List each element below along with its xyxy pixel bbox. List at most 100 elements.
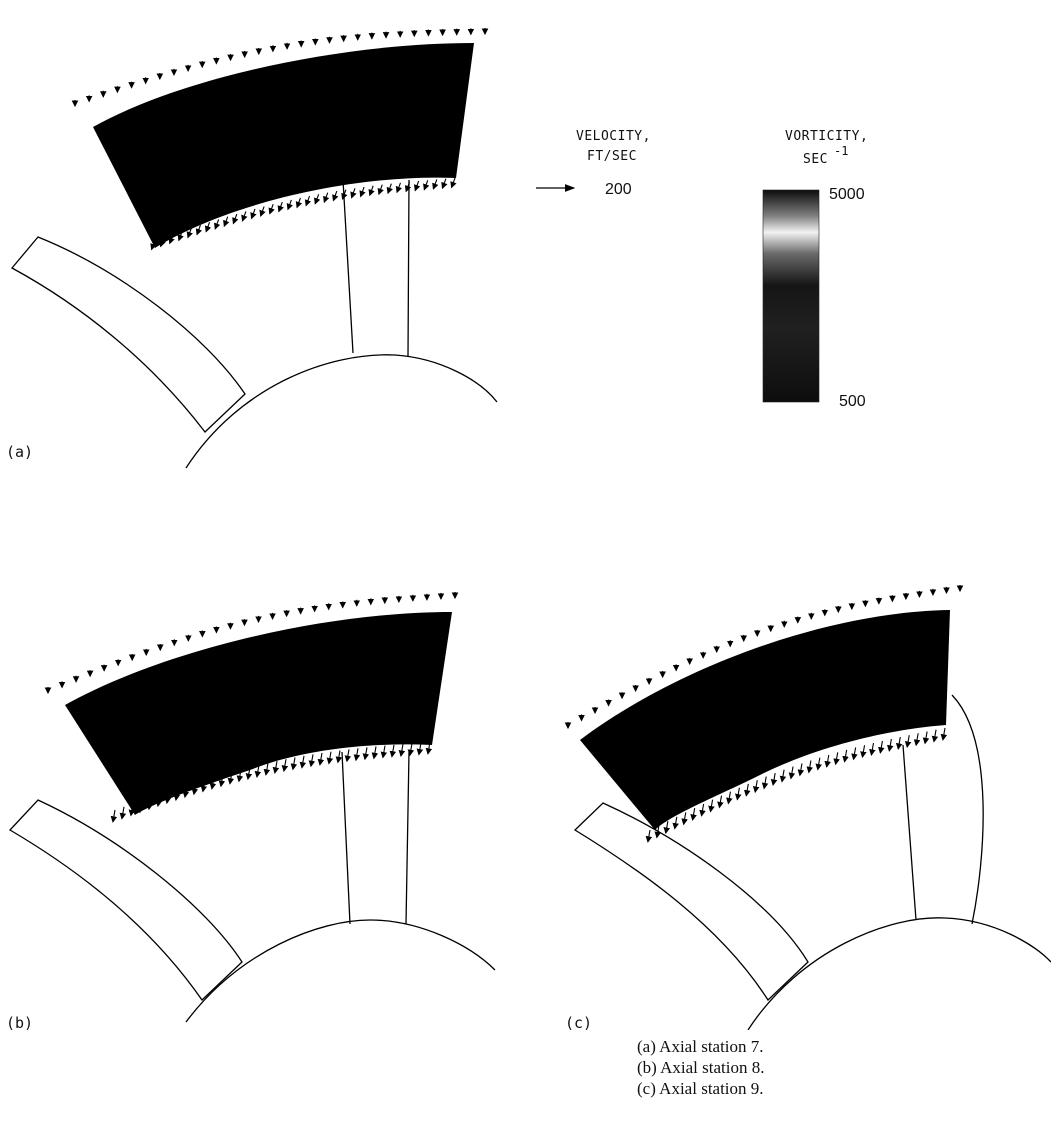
vorticity-region — [93, 43, 474, 248]
velocity-vector — [432, 179, 439, 190]
velocity-vector — [213, 219, 221, 230]
vorticity-colorbar — [762, 189, 820, 403]
velocity-vector — [441, 178, 448, 190]
caption-b: (b) Axial station 8. — [637, 1058, 765, 1077]
velocity-vector — [344, 749, 352, 763]
velocity-title: VELOCITY, — [576, 129, 651, 144]
velocity-vector — [128, 803, 136, 817]
panel-label: (b) — [6, 1014, 33, 1030]
velocity-vector — [268, 204, 275, 215]
velocity-vector — [173, 788, 181, 802]
velocity-vector — [824, 754, 831, 768]
velocity-vector — [833, 752, 840, 766]
legend: VELOCITY, FT/SEC 200 VORTICITY, SEC -1 5… — [536, 129, 868, 410]
velocity-vector — [404, 181, 412, 193]
velocity-vector — [326, 751, 334, 765]
velocity-vector — [699, 803, 706, 817]
velocity-vector — [137, 800, 145, 814]
velocity-vector — [177, 230, 184, 242]
velocity-vector — [332, 190, 339, 202]
panel-c: (c) — [564, 585, 1051, 1030]
blade-left — [573, 802, 809, 1002]
velocity-vector — [272, 760, 280, 774]
velocity-vector — [869, 742, 876, 756]
velocity-vector — [371, 746, 379, 760]
velocity-vector — [254, 764, 262, 778]
velocity-vector — [726, 791, 733, 805]
velocity-vector — [232, 213, 239, 225]
caption-c: (c) Axial station 9. — [637, 1079, 764, 1098]
panel-b: (b) — [6, 592, 496, 1030]
velocity-vectors-top — [564, 585, 964, 730]
velocity-vector — [159, 236, 166, 248]
velocity-vector — [277, 201, 284, 213]
velocity-vector — [922, 731, 930, 745]
velocity-vector — [362, 747, 370, 761]
velocity-vector — [377, 184, 384, 196]
velocity-vector — [663, 821, 670, 835]
velocity-vector — [815, 757, 822, 771]
panel-label: (a) — [6, 443, 33, 461]
velocity-vector — [904, 735, 912, 749]
velocity-vector — [186, 227, 193, 239]
velocity-vector — [717, 795, 724, 809]
velocity-vector — [313, 194, 321, 205]
blade-left — [10, 236, 246, 433]
velocity-unit: FT/SEC — [587, 149, 637, 164]
velocity-vector — [290, 757, 298, 771]
velocity-vector — [223, 216, 230, 228]
velocity-vector — [654, 825, 662, 839]
velocity-vector — [350, 188, 357, 199]
vorticity-min-label: 500 — [839, 393, 866, 410]
velocity-vector — [645, 829, 653, 843]
velocity-vector — [209, 776, 217, 790]
velocity-vector — [119, 806, 127, 820]
velocity-vector — [195, 224, 203, 236]
velocity-vector — [913, 733, 921, 747]
velocity-vector — [227, 771, 235, 785]
velocity-vector — [182, 785, 190, 799]
velocity-vector — [304, 195, 312, 207]
velocity-vector — [368, 185, 375, 197]
velocity-vector — [164, 791, 172, 805]
hub-arc — [185, 354, 498, 469]
velocity-vector — [308, 754, 316, 768]
velocity-vector — [204, 222, 212, 233]
figure-captions: (a) Axial station 7. (b) Axial station 8… — [637, 1036, 764, 1099]
velocity-vector — [797, 763, 805, 777]
velocity-vector — [416, 742, 424, 756]
velocity-vector — [317, 752, 325, 766]
velocity-vector — [398, 744, 406, 758]
velocity-vector — [168, 233, 175, 245]
panel-label: (c) — [565, 1014, 592, 1030]
velocity-vector — [788, 766, 796, 780]
vorticity-region — [580, 610, 950, 830]
panel-a: (a) — [6, 28, 498, 469]
hub-arc — [185, 919, 496, 1023]
blade-right — [902, 694, 984, 925]
blade-right — [342, 179, 410, 358]
vorticity-unit: SEC — [803, 152, 828, 167]
velocity-vector — [735, 787, 742, 801]
velocity-vector — [341, 189, 348, 201]
velocity-vectors-bottom — [645, 727, 948, 843]
velocity-vector — [191, 782, 199, 796]
velocity-vector — [155, 794, 163, 808]
velocity-vector — [690, 808, 697, 822]
velocity-vector — [299, 755, 307, 769]
velocity-vector — [851, 747, 858, 761]
vorticity-title: VORTICITY, — [785, 129, 868, 144]
vorticity-max-label: 5000 — [829, 186, 865, 203]
velocity-vector — [940, 727, 948, 741]
velocity-vector — [806, 760, 814, 774]
velocity-vector — [886, 738, 894, 752]
velocity-vector — [218, 774, 226, 788]
velocity-vector — [842, 749, 849, 763]
velocity-vectors-top — [44, 592, 459, 695]
velocity-vector — [200, 779, 208, 793]
vorticity-region — [65, 612, 452, 815]
velocity-vector — [263, 762, 271, 776]
vorticity-unit-exponent: -1 — [834, 144, 848, 158]
velocity-vectors-bottom — [150, 177, 457, 251]
velocity-vector — [281, 759, 289, 773]
